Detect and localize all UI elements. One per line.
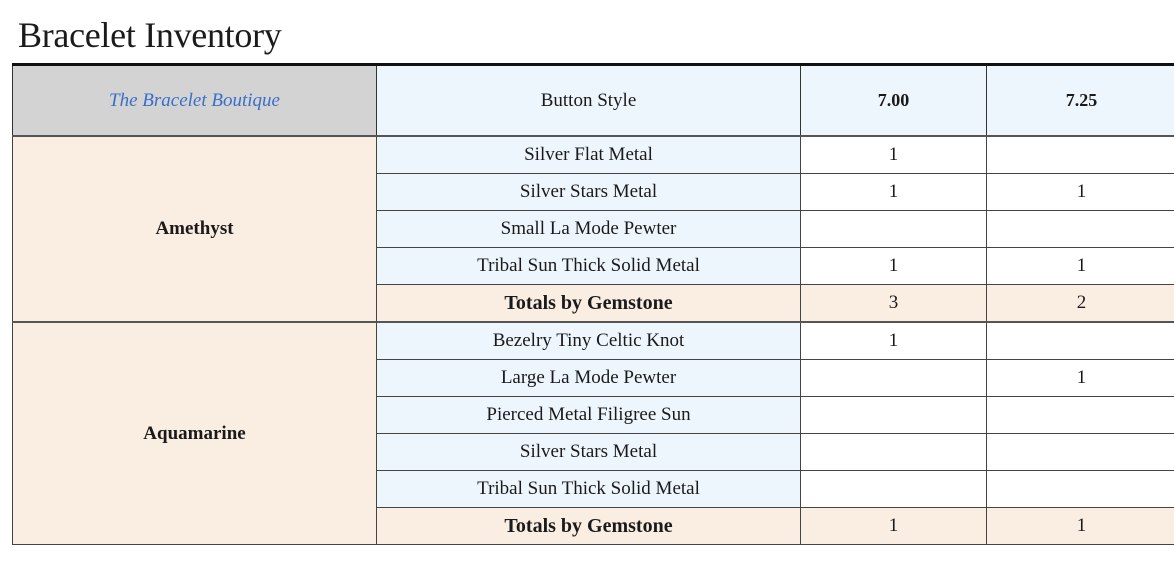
qty-cell — [986, 470, 1174, 508]
table-row: Large La Mode Pewter 1 — [13, 359, 1174, 397]
inventory-table: The Bracelet Boutique Button Style 7.00 … — [12, 63, 1174, 545]
size-column-header-700: 7.00 — [800, 63, 987, 137]
table-row: Amethyst Silver Flat Metal 1 — [12, 135, 1174, 323]
style-column-header: Button Style — [376, 63, 801, 137]
total-cell: 3 — [800, 284, 987, 323]
totals-row: Totals by Gemstone 3 2 — [13, 284, 1174, 323]
table-row: Silver Stars Metal 1 1 — [13, 173, 1174, 211]
qty-cell: 1 — [800, 135, 987, 174]
style-cell: Large La Mode Pewter — [376, 359, 801, 397]
total-cell: 1 — [800, 507, 987, 545]
table-row: Aquamarine Bezelry Tiny Celtic Knot 1 — [12, 321, 1174, 545]
style-cell: Silver Stars Metal — [376, 433, 801, 471]
qty-cell — [800, 359, 987, 397]
style-cell: Bezelry Tiny Celtic Knot — [376, 321, 801, 360]
qty-cell — [986, 321, 1174, 360]
gemstone-cell: Amethyst — [12, 135, 377, 323]
table-row: Tribal Sun Thick Solid Metal — [13, 470, 1174, 508]
qty-cell — [800, 470, 987, 508]
style-cell: Tribal Sun Thick Solid Metal — [376, 470, 801, 508]
style-cell: Small La Mode Pewter — [376, 210, 801, 248]
qty-cell: 1 — [986, 173, 1174, 211]
style-cell: Tribal Sun Thick Solid Metal — [376, 247, 801, 285]
qty-cell — [986, 396, 1174, 434]
qty-cell — [986, 135, 1174, 174]
qty-cell — [800, 433, 987, 471]
size-column-header-725: 7.25 — [986, 63, 1174, 137]
qty-cell: 1 — [800, 247, 987, 285]
table-header-row: The Bracelet Boutique Button Style 7.00 … — [12, 63, 1174, 137]
totals-row: Totals by Gemstone 1 1 — [13, 507, 1174, 545]
total-cell: 1 — [986, 507, 1174, 545]
table-row: Pierced Metal Filigree Sun — [13, 396, 1174, 434]
style-cell: Pierced Metal Filigree Sun — [376, 396, 801, 434]
qty-cell — [986, 433, 1174, 471]
brand-header-cell: The Bracelet Boutique — [12, 63, 377, 137]
gemstone-cell: Aquamarine — [12, 321, 377, 545]
style-cell: Silver Flat Metal — [376, 135, 801, 174]
totals-label: Totals by Gemstone — [376, 284, 801, 323]
total-cell: 2 — [986, 284, 1174, 323]
qty-cell — [800, 396, 987, 434]
qty-cell: 1 — [986, 359, 1174, 397]
qty-cell — [986, 210, 1174, 248]
style-cell: Silver Stars Metal — [376, 173, 801, 211]
qty-cell: 1 — [986, 247, 1174, 285]
page-title: Bracelet Inventory — [18, 15, 282, 55]
table-row: Tribal Sun Thick Solid Metal 1 1 — [13, 247, 1174, 285]
table-row: Silver Stars Metal — [13, 433, 1174, 471]
totals-label: Totals by Gemstone — [376, 507, 801, 545]
table-row: Small La Mode Pewter — [13, 210, 1174, 248]
qty-cell — [800, 210, 987, 248]
qty-cell: 1 — [800, 173, 987, 211]
qty-cell: 1 — [800, 321, 987, 360]
